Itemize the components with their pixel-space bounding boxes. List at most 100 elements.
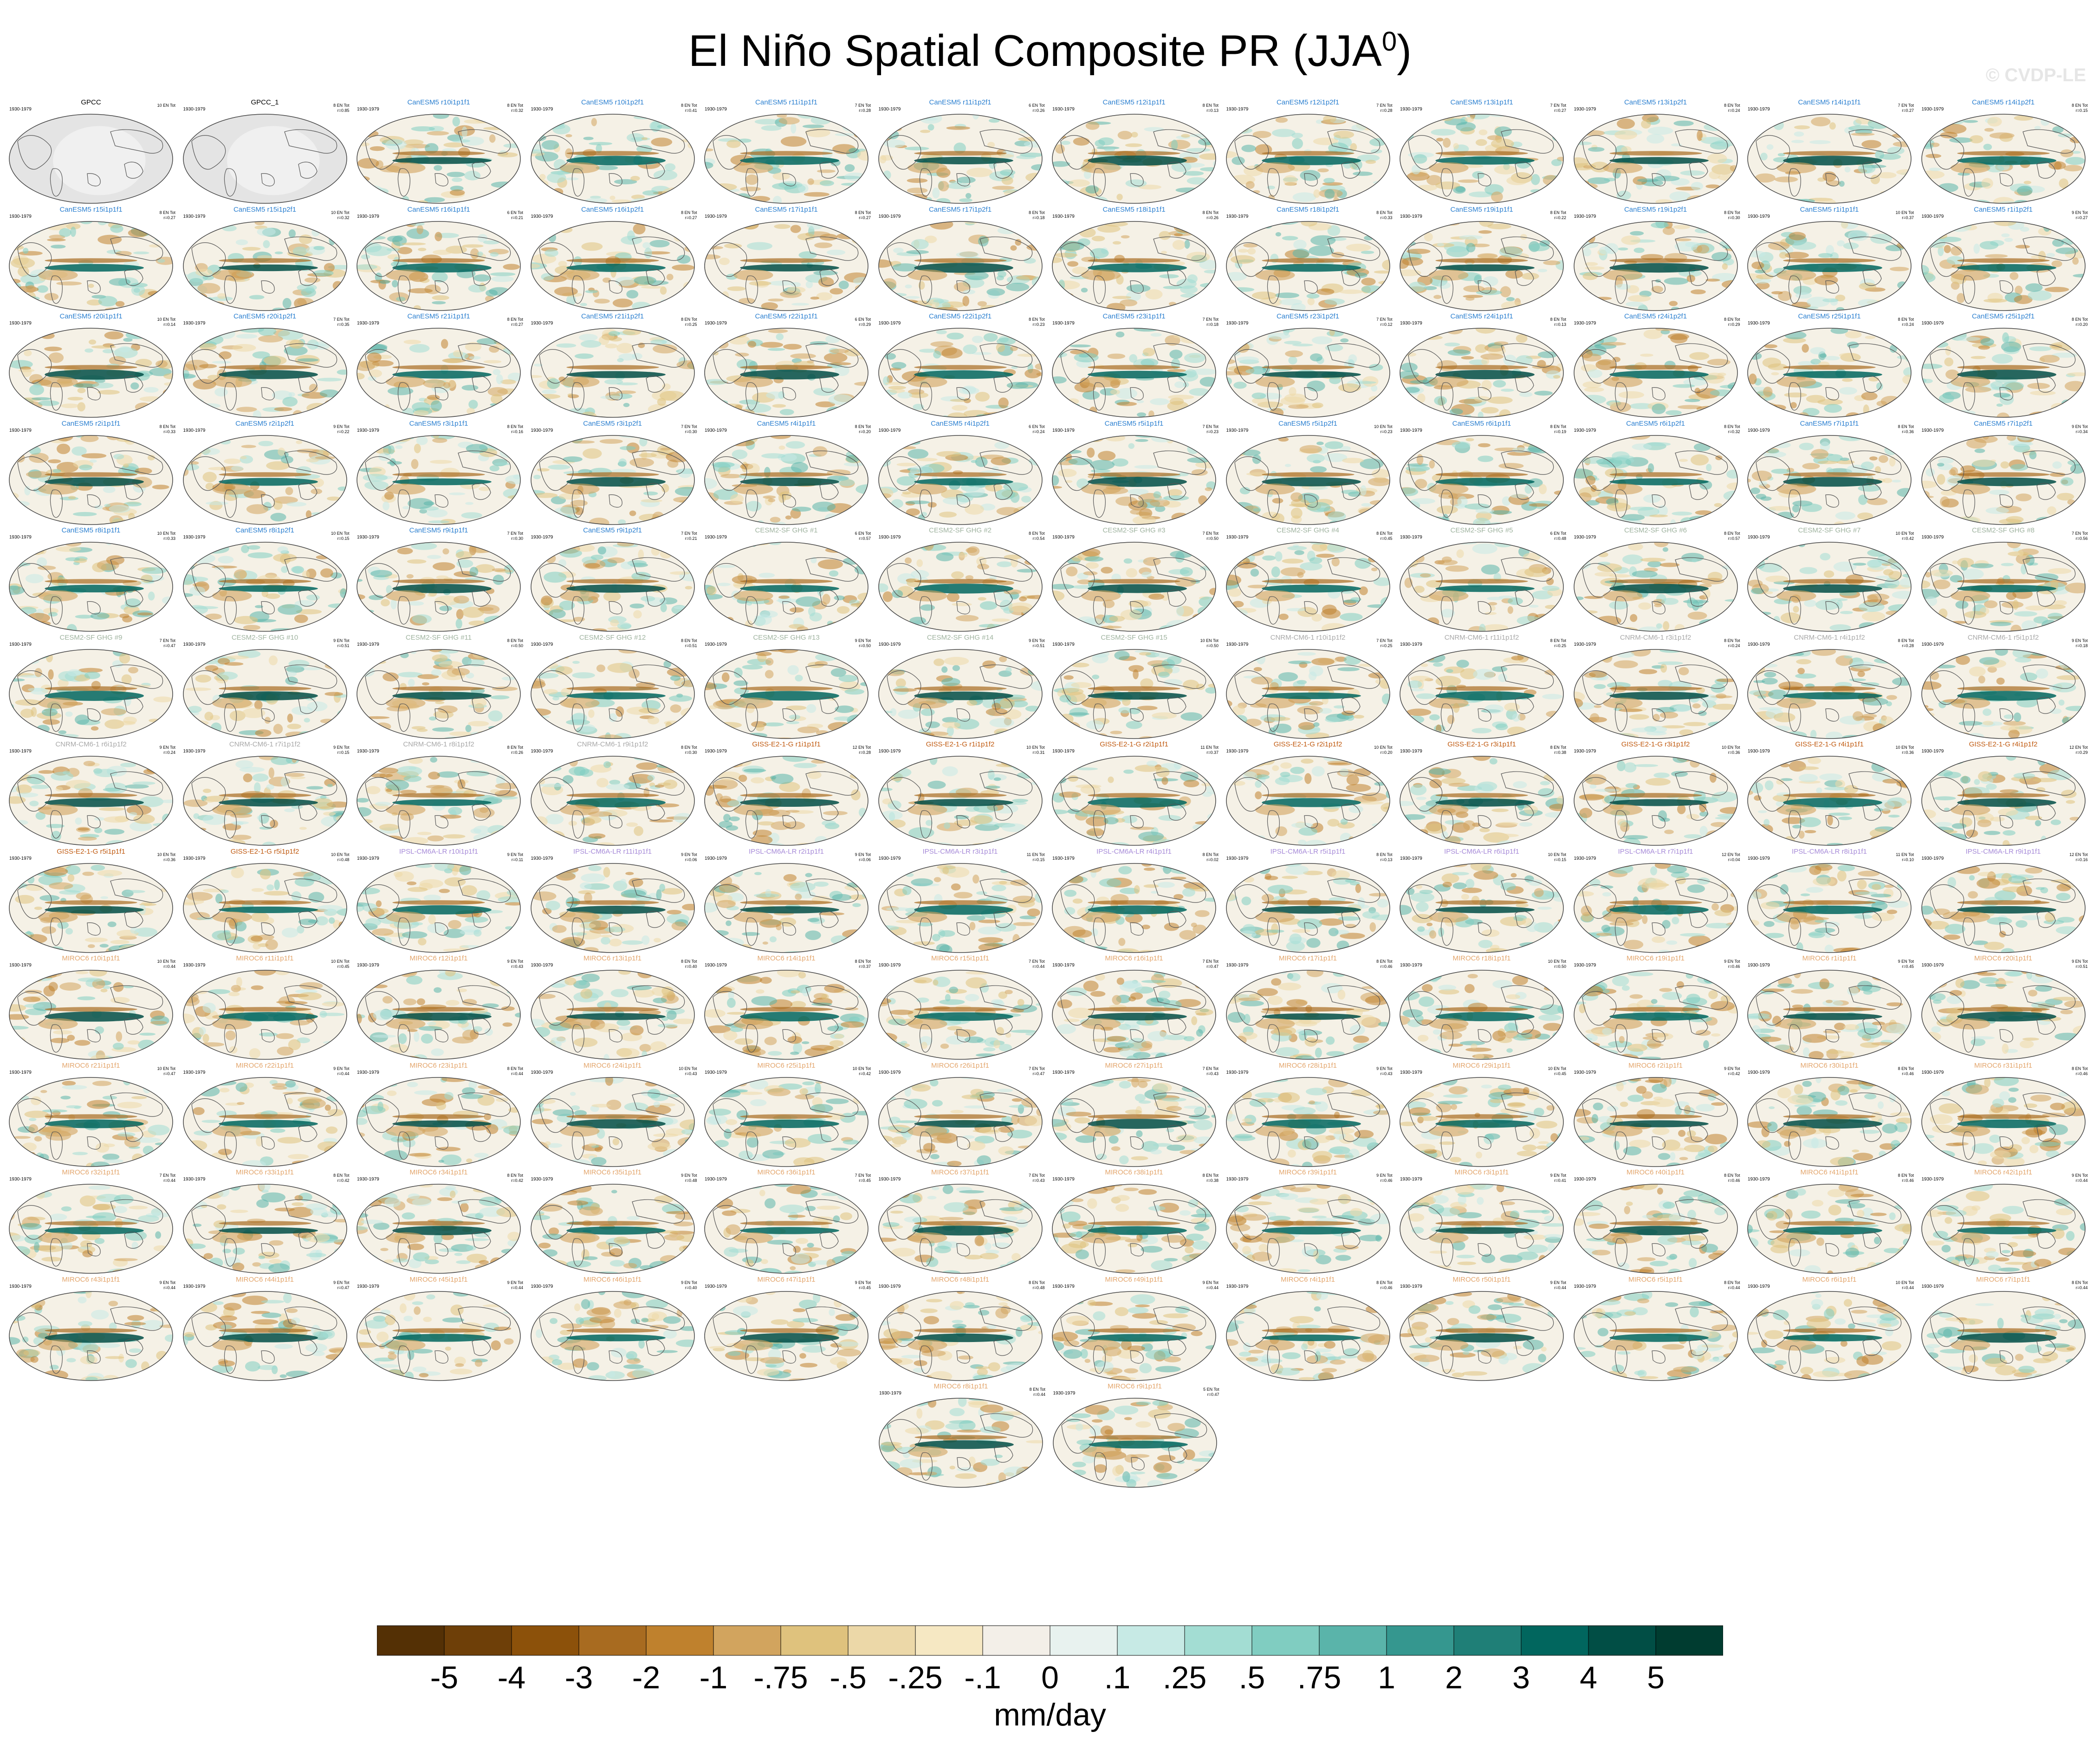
panel-pattern-correlation: r=0.30 xyxy=(511,536,523,541)
precip-map xyxy=(704,1184,869,1274)
panel-pattern-correlation: r=0.48 xyxy=(337,857,350,862)
panel-stats: 8 EN Tot r=0.27 xyxy=(160,210,175,220)
map-panel: GISS-E2-1-G r1i1p1f1 1930-1979 12 EN Tot r=… xyxy=(699,739,874,850)
panel-title: MIROC6 r29i1p1f1 xyxy=(1452,1061,1511,1070)
panel-event-count: 7 EN Tot xyxy=(1202,1066,1219,1071)
panel-event-count: 8 EN Tot xyxy=(681,638,697,643)
map-panel: MIROC6 r43i1p1f1 1930-1979 9 EN Tot r=0.44 xyxy=(4,1274,178,1385)
panel-stats: 9 EN Tot r=0.51 xyxy=(333,638,349,649)
panel-pattern-correlation: r=0.22 xyxy=(337,429,350,434)
panel-stats: 9 EN Tot r=0.44 xyxy=(160,1280,175,1291)
panel-period: 1930-1979 xyxy=(531,1177,553,1182)
panel-period: 1930-1979 xyxy=(183,1070,206,1075)
precip-map xyxy=(1052,1077,1216,1167)
precip-map xyxy=(356,542,521,632)
panel-event-count: 7 EN Tot xyxy=(1202,424,1219,429)
map-panel: MIROC6 r1i1p1f1 1930-1979 9 EN Tot r=0.45 xyxy=(1742,953,1917,1064)
precip-map xyxy=(878,1184,1043,1274)
panel-pattern-correlation: r=0.44 xyxy=(1032,964,1045,969)
panel-pattern-correlation: r=0.45 xyxy=(859,1178,871,1183)
panel-period: 1930-1979 xyxy=(357,321,379,326)
panel-title: CESM2-SF GHG #13 xyxy=(753,633,820,642)
map-panel: CanESM5 r1i1p1f1 1930-1979 10 EN Tot r=0.37 xyxy=(1742,204,1917,315)
panel-stats: 8 EN Tot r=0.44 xyxy=(2072,1280,2087,1291)
panel-pattern-correlation: r=0.27 xyxy=(1902,108,1914,113)
precip-map xyxy=(1400,1077,1564,1167)
panel-stats: 10 EN Tot r=0.50 xyxy=(1200,638,1219,649)
precip-map xyxy=(182,435,347,525)
panel-pattern-correlation: r=0.15 xyxy=(1032,857,1045,862)
map-panel: CanESM5 r6i1p1f1 1930-1979 8 EN Tot r=0.19 xyxy=(1394,418,1569,529)
precip-map xyxy=(1747,649,1912,739)
panel-title: MIROC6 r23i1p1f1 xyxy=(409,1061,468,1070)
panel-title: CESM2-SF GHG #7 xyxy=(1798,526,1861,534)
panel-period: 1930-1979 xyxy=(183,107,206,112)
panel-period: 1930-1979 xyxy=(1748,214,1770,219)
panel-title: CanESM5 r19i1p2f1 xyxy=(1624,205,1687,214)
panel-event-count: 8 EN Tot xyxy=(855,424,871,429)
panel-pattern-correlation: r=0.34 xyxy=(2075,429,2088,434)
panel-event-count: 9 EN Tot xyxy=(1376,1173,1393,1178)
panel-period: 1930-1979 xyxy=(9,749,32,754)
panel-stats: 10 EN Tot r=0.31 xyxy=(1026,745,1044,755)
panel-event-count: 10 EN Tot xyxy=(157,959,175,964)
panel-stats: 8 EN Tot r=0.13 xyxy=(1203,103,1219,113)
panel-period: 1930-1979 xyxy=(878,1177,901,1182)
panel-period: 1930-1979 xyxy=(1748,963,1770,968)
panel-stats: 6 EN Tot r=0.29 xyxy=(855,317,871,327)
panel-stats: 5 EN Tot r=0.47 xyxy=(1203,1387,1219,1397)
panel-event-count: 10 EN Tot xyxy=(1548,959,1566,964)
panel-period: 1930-1979 xyxy=(1921,214,1944,219)
panel-title: CanESM5 r8i1p1f1 xyxy=(61,526,121,534)
colorbar-tick-label: 4 xyxy=(1580,1660,1597,1695)
panel-title: IPSL-CM6A-LR r9i1p1f1 xyxy=(1965,847,2041,856)
panel-title: MIROC6 r16i1p1f1 xyxy=(1105,954,1163,962)
precip-map xyxy=(1747,1291,1912,1381)
panel-stats: 9 EN Tot r=0.40 xyxy=(681,1280,697,1291)
panel-event-count: 8 EN Tot xyxy=(1898,638,1914,643)
panel-stats: 8 EN Tot r=0.23 xyxy=(1029,317,1044,327)
panel-stats: 10 EN Tot r=0.44 xyxy=(1896,1280,1914,1291)
panel-stats: 7 EN Tot r=0.50 xyxy=(1203,531,1219,541)
map-panel: CNRM-CM6-1 r4i1p1f2 1930-1979 8 EN Tot r=0.… xyxy=(1742,632,1917,743)
colorbar xyxy=(377,1625,1723,1656)
panel-event-count: 10 EN Tot xyxy=(1200,638,1219,643)
precip-map xyxy=(356,1077,521,1167)
panel-pattern-correlation: r=0.42 xyxy=(1728,1071,1740,1076)
panel-title: CanESM5 r10i1p1f1 xyxy=(407,98,470,106)
panel-title: CESM2-SF GHG #4 xyxy=(1276,526,1340,534)
panel-period: 1930-1979 xyxy=(705,1284,727,1289)
panel-event-count: 8 EN Tot xyxy=(681,959,697,964)
map-panel: MIROC6 r50i1p1f1 1930-1979 9 EN Tot r=0.44 xyxy=(1394,1274,1569,1385)
precip-map xyxy=(704,1291,869,1381)
panel-period: 1930-1979 xyxy=(1052,214,1075,219)
panel-event-count: 8 EN Tot xyxy=(681,745,697,750)
panel-title: CanESM5 r15i1p2f1 xyxy=(233,205,297,214)
panel-period: 1930-1979 xyxy=(531,749,553,754)
colorbar-tick-label: -.1 xyxy=(964,1660,1001,1695)
panel-period: 1930-1979 xyxy=(1574,1177,1596,1182)
panel-title: MIROC6 r49i1p1f1 xyxy=(1105,1275,1163,1284)
map-panel: MIROC6 r39i1p1f1 1930-1979 9 EN Tot r=0.46 xyxy=(1221,1167,1395,1278)
panel-stats: 10 EN Tot r=0.44 xyxy=(157,959,175,969)
map-panel: GPCC 1930-1979 10 EN Tot xyxy=(4,97,178,208)
panel-event-count: 7 EN Tot xyxy=(855,1173,871,1178)
panel-pattern-correlation: r=0.15 xyxy=(2075,108,2088,113)
panel-stats: 10 EN Tot r=0.23 xyxy=(1374,424,1392,435)
panel-period: 1930-1979 xyxy=(357,107,379,112)
panel-period: 1930-1979 xyxy=(357,1284,379,1289)
panel-stats: 8 EN Tot r=0.18 xyxy=(1029,210,1044,220)
map-panel: MIROC6 r25i1p1f1 1930-1979 10 EN Tot r=0.42 xyxy=(699,1060,874,1171)
panel-title: GPCC_1 xyxy=(251,98,279,106)
panel-title: IPSL-CM6A-LR r10i1p1f1 xyxy=(399,847,479,856)
map-panel: IPSL-CM6A-LR r6i1p1f1 1930-1979 10 EN Tot r… xyxy=(1394,846,1569,957)
panel-event-count: 8 EN Tot xyxy=(507,424,523,429)
precip-map xyxy=(704,1077,869,1167)
panel-pattern-correlation: r=0.44 xyxy=(511,1285,523,1290)
panel-stats: 7 EN Tot r=0.28 xyxy=(1376,103,1392,113)
panel-stats: 8 EN Tot r=0.33 xyxy=(1376,210,1392,220)
panel-stats: 7 EN Tot r=0.30 xyxy=(507,531,523,541)
panel-pattern-correlation: r=0.27 xyxy=(2075,215,2088,220)
panel-stats: 10 EN Tot r=0.32 xyxy=(331,210,349,220)
panel-stats: 8 EN Tot r=0.44 xyxy=(1030,1387,1045,1397)
